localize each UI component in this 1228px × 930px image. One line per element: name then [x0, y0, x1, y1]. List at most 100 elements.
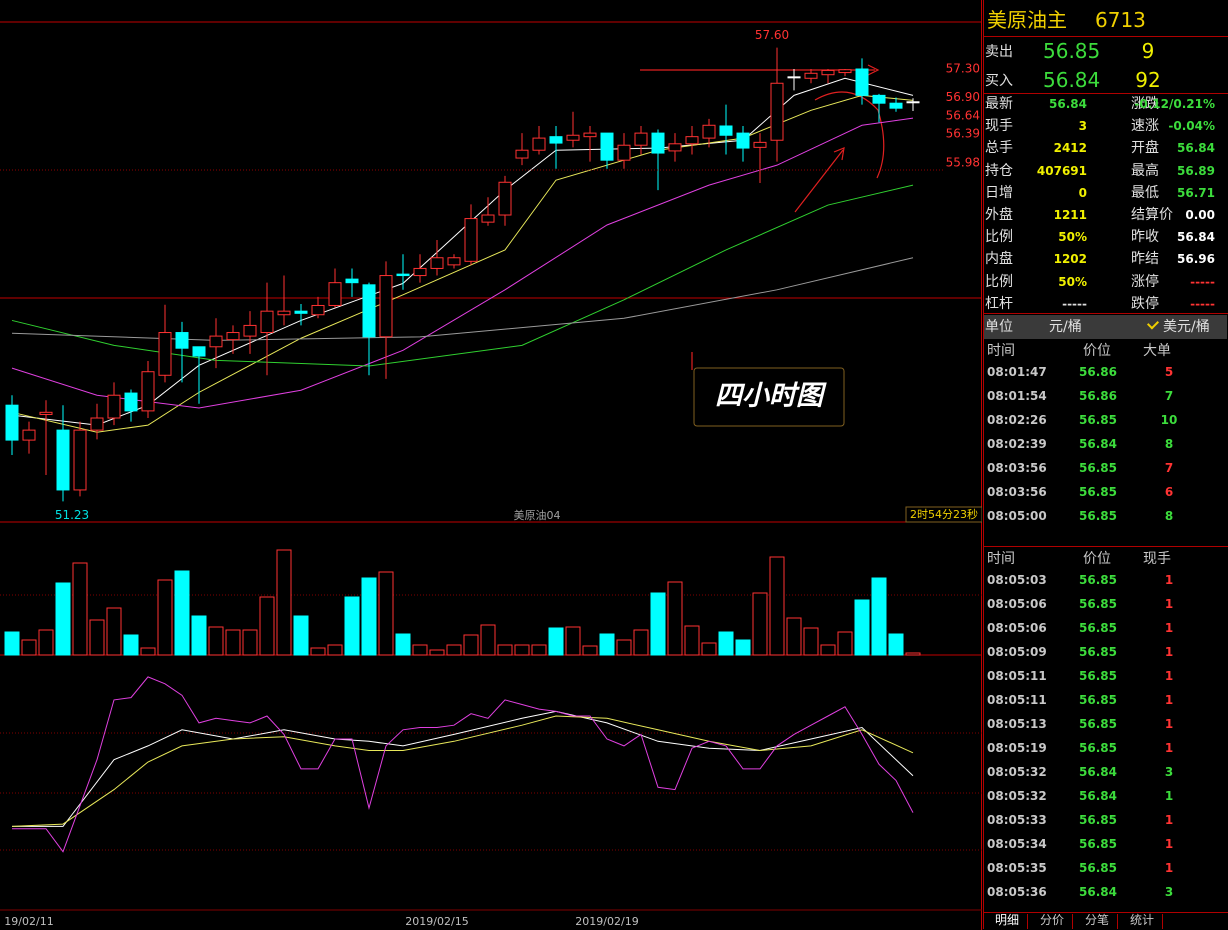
- volume-bar: [599, 633, 615, 656]
- stat-value: 407691: [1036, 163, 1087, 178]
- stat-value: 56.84: [1177, 141, 1215, 156]
- candle-body: [141, 371, 155, 412]
- stat-value: -----: [1190, 274, 1215, 289]
- candle-body: [396, 273, 410, 277]
- candle-body: [855, 68, 869, 96]
- volume-bar: [820, 644, 836, 656]
- candle-body: [736, 132, 750, 149]
- volume-bar: [803, 627, 819, 656]
- row-time: 08:02:39: [987, 437, 1047, 451]
- candle-body: [260, 310, 274, 334]
- high-label: 57.60: [755, 28, 789, 42]
- volume-bar: [140, 647, 156, 656]
- row-time: 08:05:06: [987, 597, 1047, 611]
- depth-label: 买入: [985, 73, 1013, 89]
- row-price: 56.85: [1079, 413, 1117, 427]
- row-qty: 1: [1164, 813, 1174, 827]
- panel-border: [983, 0, 1228, 929]
- row-time: 08:05:19: [987, 741, 1047, 755]
- stat-label: 涨停: [1131, 273, 1159, 290]
- volume-bar: [378, 571, 394, 656]
- candle-body: [889, 102, 903, 109]
- moving-average: [11, 94, 914, 433]
- row-time: 08:05:35: [987, 861, 1047, 875]
- candle-body: [90, 417, 104, 431]
- moving-average: [11, 184, 914, 367]
- price-mark: 56.90: [946, 90, 980, 104]
- stat-label: 最新: [985, 96, 1013, 112]
- tab[interactable]: 明细: [987, 914, 1028, 929]
- stat-value: -----: [1062, 296, 1087, 311]
- stat-value: 56.89: [1177, 163, 1215, 178]
- volume-bar: [344, 596, 360, 656]
- candle-body: [345, 278, 359, 284]
- moving-average: [11, 117, 914, 409]
- row-qty: 7: [1164, 461, 1174, 475]
- volume-bar: [72, 562, 88, 656]
- stat-value: 0.00: [1185, 208, 1215, 222]
- stat-value: 2412: [1053, 141, 1087, 156]
- stat-label: 内盘: [985, 251, 1013, 268]
- volume-bar: [276, 549, 292, 656]
- stat-value: 0: [1078, 185, 1087, 200]
- tab[interactable]: 分价: [1032, 914, 1073, 929]
- row-time: 08:01:54: [987, 389, 1047, 403]
- stat-value: 1202: [1053, 252, 1087, 267]
- candle-body: [804, 72, 818, 79]
- stat-label: 最高: [1131, 162, 1159, 179]
- row-qty: 1: [1164, 573, 1174, 587]
- row-price: 56.86: [1079, 365, 1117, 379]
- row-qty: 5: [1164, 365, 1174, 379]
- candle-body: [617, 144, 631, 161]
- x-tick-label: 19/02/11: [4, 915, 53, 928]
- price-mark: 56.39: [946, 126, 980, 140]
- candle-body: [124, 392, 138, 412]
- depth-qty: 92: [1135, 68, 1161, 92]
- row-time: 08:05:32: [987, 765, 1047, 779]
- row-qty: 1: [1164, 597, 1174, 611]
- stat-value: 1211: [1053, 208, 1087, 222]
- volume-bar: [429, 649, 445, 656]
- moving-average: [11, 257, 914, 341]
- candle-body: [498, 181, 512, 216]
- unit-option[interactable]: 美元/桶: [1163, 319, 1210, 335]
- volume-bar: [684, 625, 700, 656]
- candle-body: [158, 332, 172, 376]
- x-tick-label: 2019/02/19: [575, 915, 638, 928]
- candle-body: [430, 257, 444, 269]
- volume-bar: [89, 619, 105, 656]
- volume-bar: [548, 627, 564, 656]
- stat-label: 比例: [985, 229, 1013, 246]
- candle-body: [73, 429, 87, 491]
- stat-value: 50%: [1058, 274, 1087, 289]
- row-qty: 8: [1164, 437, 1174, 451]
- candle-body: [532, 137, 546, 151]
- stat-label: 开盘: [1131, 140, 1159, 157]
- tab[interactable]: 分笔: [1077, 914, 1118, 929]
- volume-bar: [327, 644, 343, 656]
- row-price: 56.85: [1079, 645, 1117, 659]
- volume-bar: [21, 639, 37, 656]
- price-mark: 56.64: [946, 109, 980, 123]
- depth-price: 56.84: [1043, 68, 1101, 92]
- unit-option[interactable]: 元/桶: [1049, 319, 1082, 335]
- row-qty: 3: [1164, 765, 1174, 779]
- row-price: 56.84: [1079, 885, 1117, 899]
- volume-bar: [633, 629, 649, 656]
- volume-bar: [514, 644, 530, 656]
- separator: [983, 546, 1228, 547]
- candle-body: [549, 136, 563, 144]
- tab[interactable]: 统计: [1122, 914, 1163, 929]
- volume-bar: [769, 556, 785, 656]
- row-price: 56.85: [1079, 621, 1117, 635]
- stat-value: 50%: [1058, 230, 1087, 245]
- stat-label: 速涨: [1131, 118, 1159, 135]
- volume-bar: [106, 607, 122, 656]
- volume-bar: [480, 624, 496, 656]
- row-time: 08:05:11: [987, 693, 1047, 707]
- volume-bar: [361, 577, 377, 656]
- candle-body: [175, 332, 189, 349]
- row-qty: 1: [1164, 621, 1174, 635]
- row-qty: 3: [1164, 885, 1174, 899]
- row-price: 56.85: [1079, 861, 1117, 875]
